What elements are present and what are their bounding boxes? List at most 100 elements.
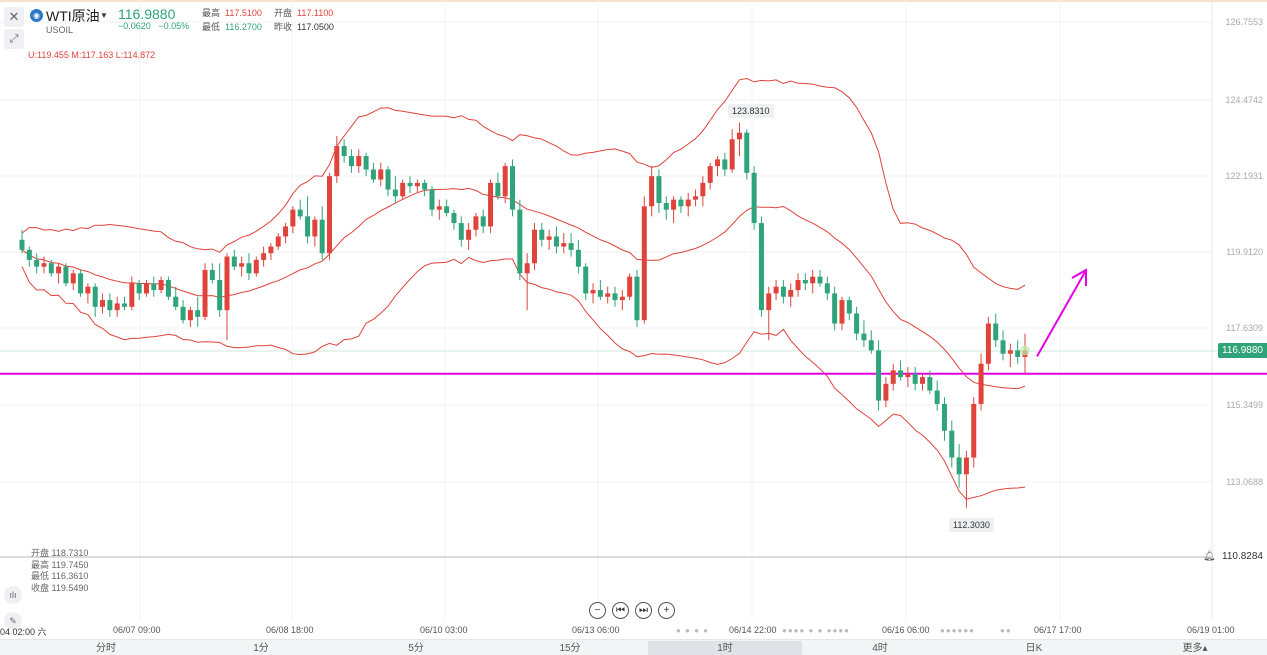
timeframe-tab[interactable]: 15分 [559,643,581,654]
zoom-in-button[interactable]: + [658,602,675,619]
event-markers[interactable]: ●●●● ● ● ●●●● [782,626,850,635]
close-icon[interactable]: ✕ [4,7,24,27]
candle-body [56,266,62,274]
boll-middle-band [21,187,1026,390]
candle-body [898,370,904,378]
candle-body [568,243,574,250]
candle-body [956,457,962,475]
candle-body [429,189,435,210]
timeframe-tab[interactable]: 5分 [408,643,424,654]
candle-body [297,209,303,217]
price-axis-label: 124.4742 [1225,95,1263,105]
high-stat: 最高 117.5100 [202,6,262,19]
candle-body [121,303,127,307]
candle-body [356,156,362,167]
price-axis-label: 115.3499 [1226,400,1263,410]
chart-nav-controls: − ⏮ ⏭ + [589,602,675,620]
last-price: 116.9880 [118,6,176,22]
candle-body [202,269,208,317]
ohlc-box: 开盘 118.7310 最高 119.7450 最低 116.3610 收盘 1… [31,548,88,594]
candle-body [744,132,750,173]
timeframe-tab-active[interactable]: 1时 [648,641,802,655]
candle-body [1015,350,1021,358]
candle-body [290,209,296,227]
candle-body [444,206,450,214]
timeframe-tab[interactable]: 1分 [253,643,269,654]
event-markers[interactable]: ●●●●●● [940,626,975,635]
candle-body [224,256,230,311]
boll-lower-band [21,256,1026,500]
candle-body [422,182,428,190]
time-axis-cursor-label: 04 02:00 六 [0,627,47,637]
candle-body [495,182,501,197]
candle-body [590,290,596,294]
event-markers[interactable]: ● ● ● ● [676,626,709,635]
indicator-icon[interactable]: ılı [4,586,22,604]
last-price-marker [1020,345,1030,356]
candle-body [41,263,47,267]
candle-body [832,293,838,324]
candlestick-chart[interactable] [0,0,1267,639]
current-price-tag: 116.9880 [1218,343,1267,358]
candle-body [370,169,376,180]
price-axis-label: 122.1931 [1225,171,1263,181]
low-callout: 112.3030 [949,518,994,532]
candle-body [129,283,135,307]
candle-body [107,300,113,311]
boll-indicator-values: U:119.455 M:117.163 L:114.872 [28,50,156,60]
bell-icon[interactable]: 🔔︎ [1203,551,1216,562]
candle-body [839,300,845,324]
event-markers[interactable]: ●● [1000,626,1012,635]
candle-body [927,377,933,391]
forecast-arrow-head [1071,268,1087,286]
candle-body [693,196,699,200]
scroll-left-button[interactable]: ⏮ [612,602,629,619]
draw-tool-icon[interactable]: ✎ [4,612,22,630]
low-label: 最低 [202,22,221,32]
candle-body [685,199,691,207]
high-callout: 123.8310 [728,104,774,118]
candle-body [634,276,640,321]
candle-body [963,457,969,475]
candle-body [612,293,618,301]
candle-body [656,176,662,203]
candle-body [912,373,918,384]
candle-body [158,279,164,291]
candle-body [619,296,625,301]
expand-icon[interactable]: ⤢ [4,29,24,49]
candle-body [795,279,801,291]
low-value: 116.2700 [225,22,262,32]
candle-body [671,199,677,210]
timeframe-bar: 分时 1分 5分 15分 1时 4时 日K 更多▴ [0,639,1267,655]
chevron-down-icon[interactable]: ▼ [100,11,108,20]
time-axis-label: 06/16 06:00 [882,625,930,635]
top-accent-line [0,0,1267,2]
candle-body [378,169,384,180]
candle-body [473,216,479,230]
candle-body [722,159,728,170]
time-axis: 04 02:00 六 06/07 09:00 06/08 18:00 06/10… [0,620,1267,639]
timeframe-tab[interactable]: 日K [1025,643,1043,654]
more-timeframes-button[interactable]: 更多▴ [1182,643,1208,654]
candle-body [326,176,332,254]
candle-body [143,283,149,294]
candle-body [824,283,830,294]
candle-body [217,279,223,311]
high-value: 117.5100 [225,8,262,18]
time-axis-label: 06/17 17:00 [1034,625,1082,635]
candle-body [239,263,245,267]
candle-body [151,283,157,291]
timeframe-tab[interactable]: 分时 [96,643,116,654]
zoom-out-button[interactable]: − [589,602,606,619]
candle-body [283,226,289,237]
candle-body [641,206,647,321]
scroll-right-button[interactable]: ⏭ [635,602,652,619]
time-axis-label: 06/10 03:00 [420,625,468,635]
candle-body [312,219,318,237]
candle-body [414,182,420,187]
candle-body [941,403,947,431]
indicator-axis-label: 110.8284 [1222,551,1263,562]
timeframe-tab[interactable]: 4时 [872,643,888,654]
candle-body [400,182,406,197]
symbol-name[interactable]: WTI原油 [46,8,100,24]
